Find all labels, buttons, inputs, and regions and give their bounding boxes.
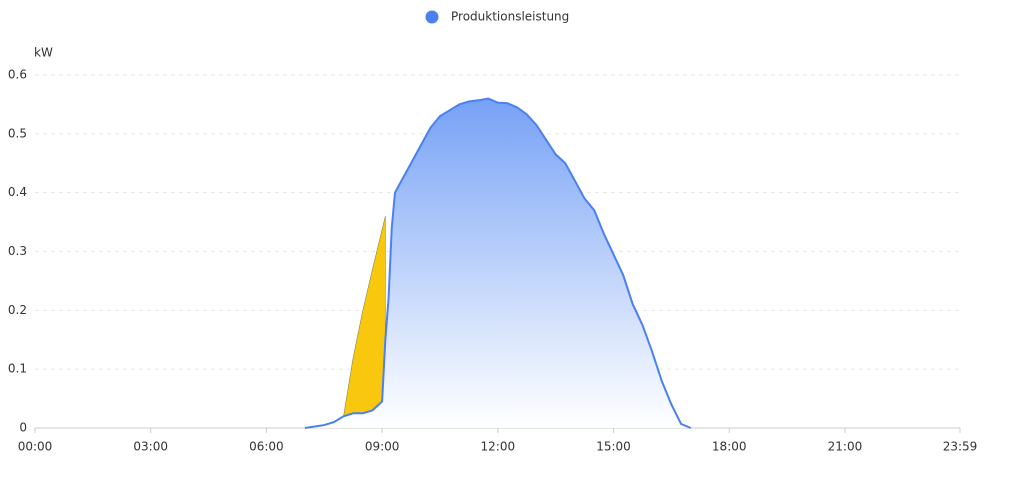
x-tick-label: 21:00: [828, 440, 863, 454]
y-tick-label: 0.5: [8, 126, 27, 140]
y-tick-label: 0.2: [8, 303, 27, 317]
legend-marker: [425, 10, 439, 24]
x-tick-label: 09:00: [365, 440, 400, 454]
y-tick-label: 0.3: [8, 244, 27, 258]
x-tick-label: 15:00: [596, 440, 631, 454]
x-tick-label: 12:00: [481, 440, 516, 454]
y-tick-label: 0.4: [8, 185, 27, 199]
y-tick-label: 0: [19, 421, 27, 435]
legend-label: Produktionsleistung: [451, 10, 569, 24]
line: [304, 97, 692, 429]
y-tick-label: 0.1: [8, 362, 27, 376]
y-tick-label: 0.6: [8, 68, 27, 82]
x-tick-label: 23:59: [943, 440, 978, 454]
highlight-area: [343, 216, 386, 417]
x-tick-label: 06:00: [249, 440, 284, 454]
x-tick-label: 18:00: [712, 440, 747, 454]
x-tick-label: 00:00: [18, 440, 53, 454]
x-tick-label: 03:00: [133, 440, 168, 454]
y-unit: kW: [34, 46, 53, 60]
